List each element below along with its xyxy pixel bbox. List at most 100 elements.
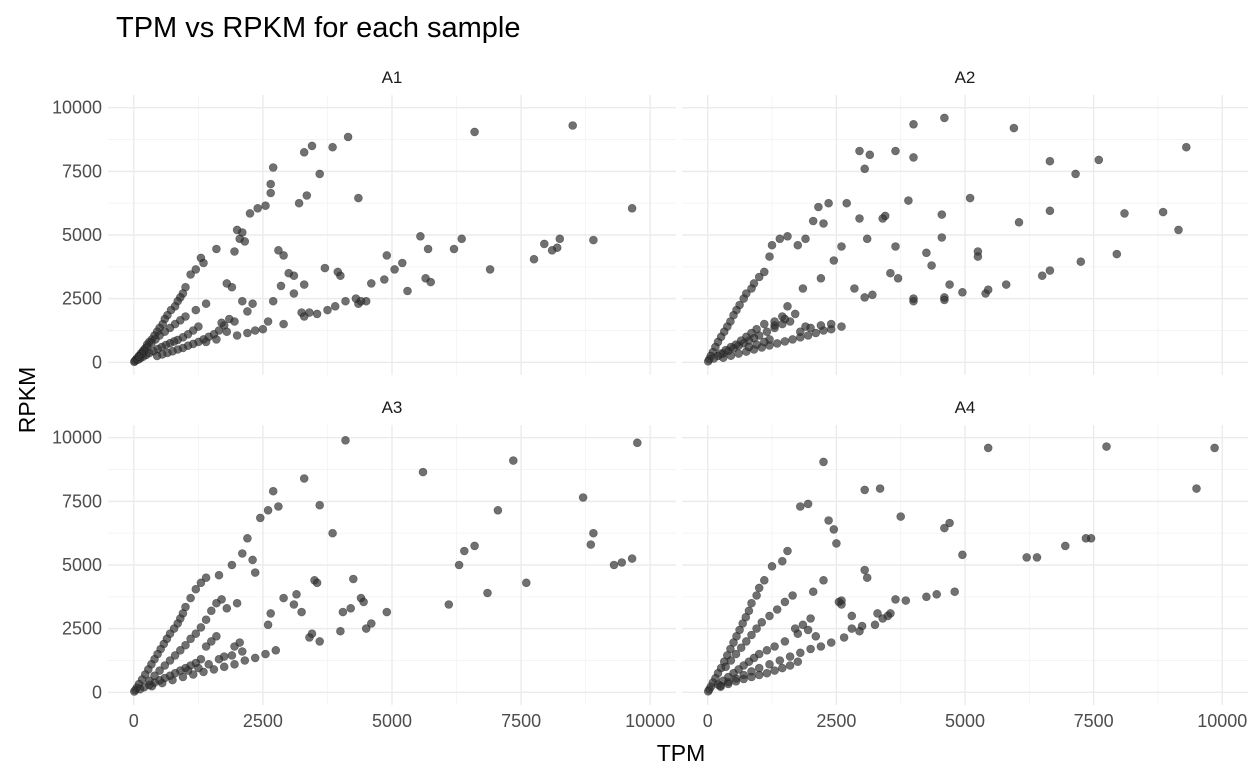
- data-point: [891, 146, 900, 156]
- data-point: [266, 188, 276, 198]
- facet-label: A3: [382, 398, 403, 417]
- data-point: [790, 624, 800, 633]
- data-point: [772, 339, 782, 348]
- data-point: [240, 656, 250, 665]
- data-point: [788, 335, 797, 344]
- data-point: [176, 645, 185, 655]
- data-point: [271, 645, 281, 655]
- data-point: [832, 539, 841, 548]
- x-tick-label: 5000: [945, 711, 985, 731]
- data-point: [194, 663, 203, 673]
- data-point: [266, 609, 276, 618]
- data-point: [315, 500, 325, 510]
- data-point: [747, 672, 756, 682]
- data-point: [191, 584, 201, 594]
- data-point: [958, 287, 967, 297]
- data-point: [945, 518, 954, 528]
- data-point: [212, 598, 221, 608]
- data-point: [274, 246, 283, 255]
- data-point: [390, 265, 399, 274]
- facet-panel-A1: A1 0 2500 5000 7500 10000: [52, 68, 676, 375]
- data-point: [276, 281, 286, 291]
- data-point: [847, 611, 857, 621]
- data-point: [134, 352, 144, 362]
- data-point: [243, 328, 252, 338]
- data-point: [847, 624, 857, 633]
- data-point: [346, 603, 356, 613]
- data-points: [703, 113, 1191, 366]
- data-point: [896, 512, 906, 521]
- data-point: [248, 299, 257, 309]
- data-point: [1182, 142, 1191, 152]
- data-point: [299, 148, 309, 157]
- data-point: [1210, 443, 1219, 453]
- data-points: [703, 442, 1219, 696]
- data-point: [240, 237, 250, 246]
- data-point: [793, 657, 803, 667]
- data-point: [403, 286, 412, 296]
- data-point: [1192, 484, 1201, 493]
- data-point: [1045, 206, 1055, 216]
- data-point: [736, 643, 746, 653]
- y-tick-label: 7500: [62, 491, 102, 511]
- data-point: [302, 191, 312, 200]
- x-axis-title: TPM: [657, 740, 706, 766]
- data-point: [578, 493, 588, 502]
- data-point: [795, 502, 805, 511]
- data-point: [279, 251, 288, 260]
- data-point: [627, 554, 637, 563]
- data-point: [274, 502, 283, 511]
- data-point: [343, 132, 353, 142]
- data-point: [814, 202, 823, 212]
- data-point: [617, 558, 627, 567]
- data-point: [155, 666, 164, 675]
- data-point: [790, 309, 800, 319]
- data-point: [983, 443, 993, 453]
- data-point: [539, 239, 549, 249]
- data-point: [627, 204, 637, 213]
- data-point: [904, 196, 913, 205]
- data-point: [870, 620, 880, 630]
- data-point: [207, 637, 216, 646]
- data-point: [181, 640, 190, 650]
- data-point: [238, 647, 247, 656]
- data-point: [354, 193, 363, 203]
- data-point: [312, 309, 322, 319]
- data-point: [883, 611, 893, 621]
- data-point: [279, 593, 288, 603]
- data-point: [1158, 207, 1168, 217]
- y-tick-label: 5000: [62, 555, 102, 575]
- data-point: [878, 214, 888, 223]
- data-point: [824, 198, 833, 208]
- data-point: [739, 674, 749, 684]
- data-point: [609, 560, 619, 570]
- gridlines: [682, 425, 1248, 705]
- data-point: [862, 573, 872, 583]
- data-point: [806, 323, 815, 333]
- data-point: [759, 575, 769, 585]
- data-point: [940, 523, 949, 533]
- data-point: [1014, 218, 1024, 227]
- y-tick-label: 7500: [62, 161, 102, 181]
- data-point: [783, 301, 792, 311]
- data-point: [261, 649, 270, 659]
- x-tick-label: 5000: [372, 711, 412, 731]
- data-point: [217, 318, 226, 328]
- facet-panel-A3: A3 0 2500 5000 7500 10000 0 2500 5000 7500 10000: [52, 398, 676, 731]
- data-point: [1081, 533, 1091, 543]
- gridlines: [108, 425, 676, 705]
- data-point: [806, 614, 815, 623]
- data-point: [191, 265, 201, 274]
- data-point: [263, 505, 273, 515]
- data-point: [816, 273, 826, 283]
- data-point: [250, 568, 260, 577]
- data-point: [759, 319, 769, 329]
- data-point: [777, 663, 787, 673]
- data-point: [589, 235, 598, 245]
- data-point: [829, 256, 839, 265]
- data-point: [227, 560, 237, 570]
- data-point: [752, 340, 761, 349]
- x-tick-label: 7500: [1074, 711, 1114, 731]
- data-point: [965, 193, 975, 203]
- data-point: [783, 546, 792, 556]
